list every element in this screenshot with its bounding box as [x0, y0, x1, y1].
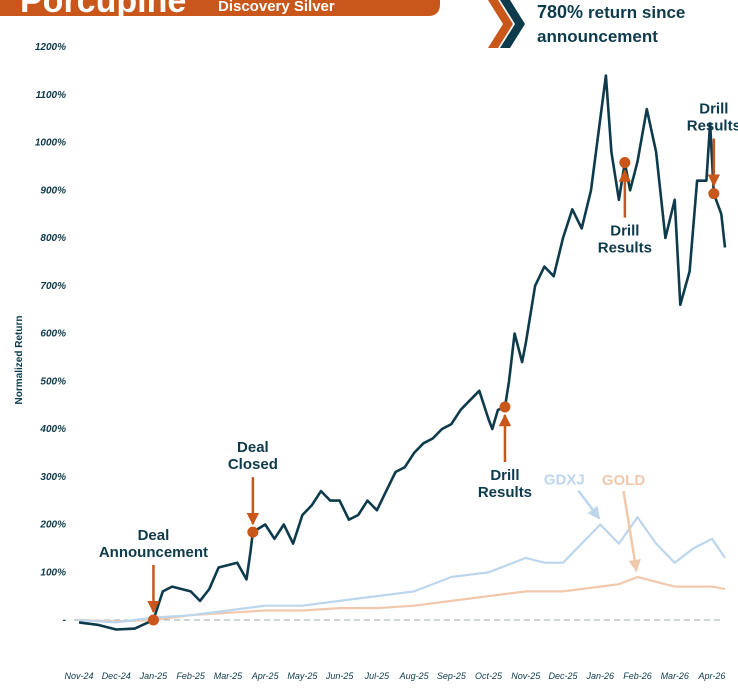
- chevron: [488, 0, 513, 48]
- x-tick-label: Jan-26: [586, 671, 615, 681]
- series-line: [78, 575, 726, 623]
- y-tick-label: 500%: [40, 376, 66, 387]
- annotation-dot: [619, 157, 631, 169]
- y-tick-label: 800%: [40, 233, 66, 244]
- y-tick-label: 700%: [40, 281, 66, 292]
- header-title: Porcupine: [20, 0, 186, 20]
- x-tick-label: Dec-24: [102, 671, 131, 681]
- x-tick-label: Feb-25: [176, 671, 206, 681]
- annotation-label: Results: [687, 118, 738, 135]
- annotation-label: Announcement: [99, 544, 208, 561]
- callout-value: 780% return since: [537, 2, 685, 22]
- annotation-label: Closed: [228, 456, 278, 473]
- x-tick-label: Aug-25: [399, 671, 430, 681]
- series-line: [78, 74, 727, 631]
- x-tick-label: Apr-25: [251, 671, 280, 681]
- x-tick-label: Nov-25: [511, 671, 541, 681]
- annotation-label: Drill: [699, 101, 728, 118]
- series-arrow: [577, 489, 601, 520]
- header-banner: [0, 0, 440, 16]
- chevron: [500, 0, 525, 48]
- x-tick-label: Sep-25: [437, 671, 467, 681]
- x-tick-label: Nov-24: [64, 671, 93, 681]
- annotation-dot: [147, 614, 159, 626]
- annotation-label: Deal: [237, 439, 269, 456]
- y-tick-label: 100%: [40, 567, 66, 578]
- y-axis-label: Normalized Return: [14, 316, 25, 405]
- y-tick-label: 200%: [39, 520, 66, 531]
- annotation-label: Drill: [490, 467, 519, 484]
- y-tick-label: 400%: [39, 424, 66, 435]
- annotation-label: Results: [598, 240, 652, 257]
- x-tick-label: Oct-25: [475, 671, 503, 681]
- x-tick-label: Apr-26: [698, 671, 726, 681]
- series-label: GDXJ: [544, 472, 585, 489]
- annotation-label: Drill: [610, 223, 639, 240]
- y-tick-label: 600%: [40, 329, 66, 340]
- x-tick-label: Mar-26: [661, 671, 689, 681]
- header-subtitle: Discovery Silver: [218, 0, 335, 15]
- x-tick-label: Jan-25: [139, 671, 169, 681]
- annotation-dot: [247, 526, 259, 538]
- x-tick-label: Feb-26: [623, 671, 652, 681]
- y-tick-label: 300%: [40, 472, 66, 483]
- x-tick-label: May-25: [287, 671, 318, 681]
- series-arrow: [622, 490, 641, 573]
- callout-text: announcement: [537, 27, 658, 46]
- callout-value-text: 780%: [537, 2, 583, 22]
- series-label: GOLD: [602, 472, 645, 489]
- y-tick-label: 900%: [40, 185, 66, 196]
- y-tick-label: -: [63, 615, 67, 626]
- x-tick-label: Jun-25: [325, 671, 355, 681]
- x-tick-label: Dec-25: [549, 671, 579, 681]
- y-tick-label: 1100%: [36, 90, 67, 101]
- annotation-dot: [499, 401, 511, 413]
- series-line: [78, 516, 726, 624]
- y-tick-label: 1200%: [35, 42, 66, 53]
- annotation-dot: [708, 188, 720, 200]
- annotation-label: Deal: [138, 527, 170, 544]
- annotation-label: Results: [478, 484, 532, 501]
- x-tick-label: Jul-25: [364, 671, 391, 681]
- callout-text: return since: [588, 3, 685, 22]
- x-tick-label: Mar-25: [214, 671, 243, 681]
- y-tick-label: 1000%: [35, 138, 66, 149]
